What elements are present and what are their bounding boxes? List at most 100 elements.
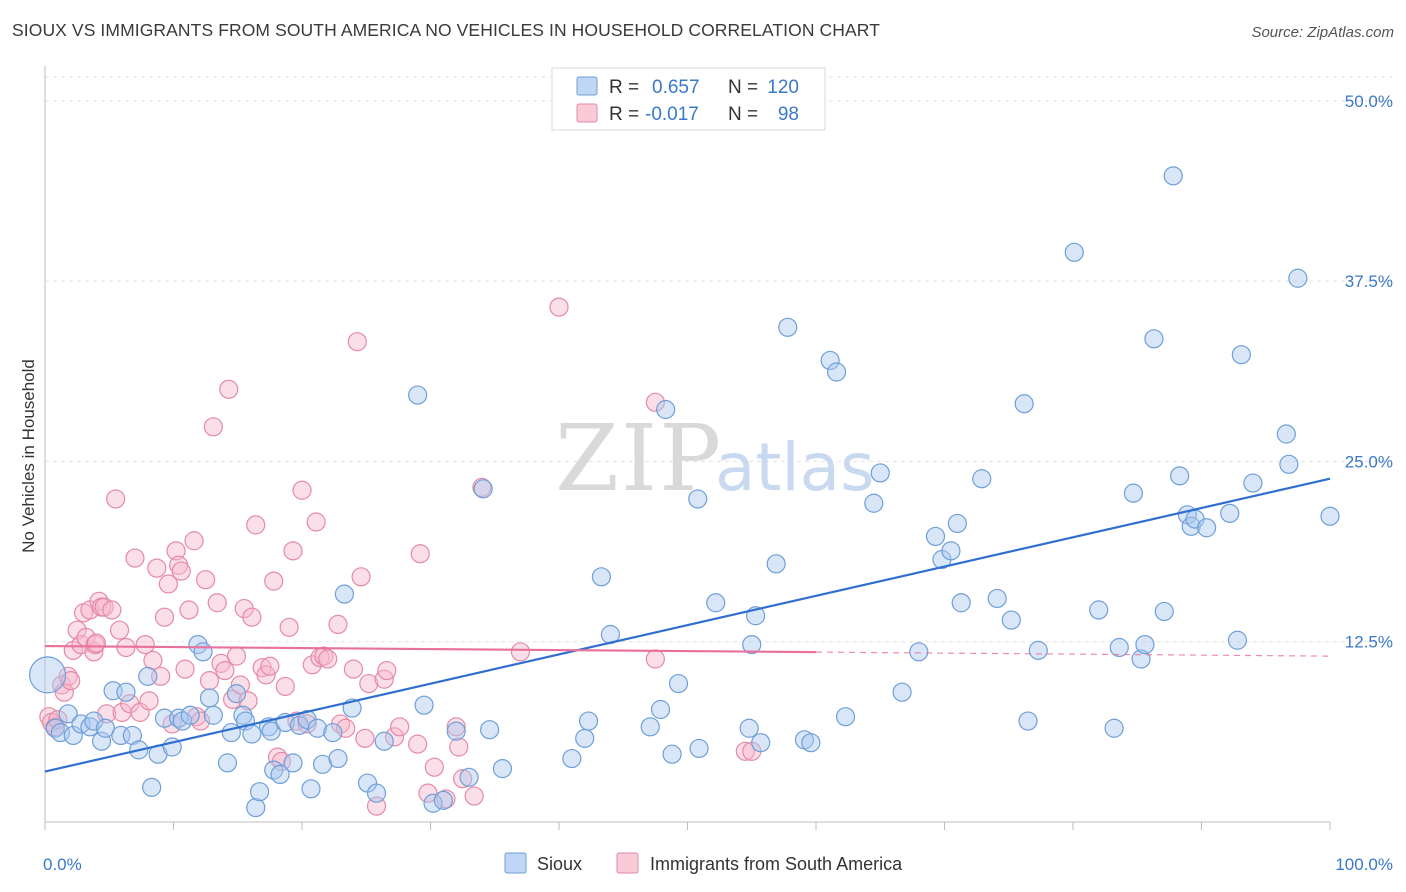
sioux-point-40 (283, 753, 303, 773)
sioux-point-70 (662, 744, 682, 764)
sioux-point-87 (870, 463, 890, 483)
sioux-point-111 (1170, 466, 1190, 486)
immigrants-point-84 (366, 796, 387, 816)
immigrants-point-41 (179, 600, 199, 620)
immigrants-point-51 (219, 379, 239, 399)
immigrants-point-45 (196, 570, 216, 590)
immigrants-point-90 (410, 544, 430, 564)
sioux-point-29 (226, 684, 247, 704)
bottom-legend-swatch-immigrants (616, 852, 639, 874)
immigrants-point-70 (297, 714, 317, 734)
legend-swatch-sioux (576, 76, 598, 96)
sioux-point-21 (172, 711, 193, 731)
immigrants-point-34 (154, 607, 175, 627)
legend-r-value-1: 0.657 (652, 77, 700, 98)
immigrants-point-89 (408, 734, 428, 754)
sioux-point-53 (408, 385, 428, 405)
immigrants-point-76 (328, 614, 348, 635)
immigrants-point-53 (226, 646, 247, 666)
sioux-point-107 (1135, 634, 1155, 655)
immigrants-point-95 (449, 737, 469, 757)
watermark-atlas: atlas (715, 429, 875, 506)
immigrants-point-69 (292, 480, 312, 500)
legend-swatch-immigrants (576, 103, 598, 123)
sioux-point-43 (301, 779, 321, 799)
immigrants-point-50 (215, 660, 235, 681)
immigrants-point-67 (283, 541, 303, 561)
sioux-point-117 (1227, 630, 1248, 650)
immigrants-point-48 (207, 593, 227, 613)
sioux-point-118 (1231, 345, 1251, 365)
sioux-point-52 (374, 731, 394, 751)
immigrants-point-46 (199, 671, 220, 691)
y-tick-label-0: 12.5% (1345, 633, 1393, 652)
x-tick-label-0: 0.0% (43, 855, 82, 874)
sioux-point-90 (925, 526, 946, 547)
sioux-point-75 (739, 718, 759, 738)
immigrants-trend-line-dashed (815, 651, 1331, 657)
sioux-point-71 (668, 673, 689, 694)
immigrants-point-80 (347, 332, 367, 352)
sioux-point-60 (480, 720, 500, 740)
legend-n-label-2: N = (728, 104, 758, 125)
sioux-point-83 (820, 350, 840, 371)
sioux-point-65 (591, 567, 612, 587)
sioux-point-104 (1109, 637, 1129, 658)
immigrants-point-62 (264, 571, 284, 591)
legend-n-value-1: 120 (767, 77, 799, 98)
sioux-point-120 (1276, 424, 1296, 444)
sioux-point-51 (366, 783, 387, 803)
sioux-point-54 (414, 695, 434, 715)
immigrants-point-35 (158, 574, 178, 594)
sioux-point-122 (1288, 268, 1308, 288)
sioux-point-34 (249, 782, 270, 802)
immigrants-point-21 (102, 600, 122, 620)
sioux-point-56 (433, 790, 453, 810)
immigrants-point-86 (377, 660, 397, 681)
legend-r-label-2: R = (609, 104, 639, 125)
watermark: ZIP atlas (555, 405, 875, 512)
trend-lines (44, 477, 1331, 773)
gridlines (45, 76, 1392, 643)
sioux-point-92 (941, 541, 961, 561)
sioux-point-73 (689, 738, 709, 759)
bottom-legend-label-sioux: Sioux (537, 854, 582, 874)
immigrants-point-88 (390, 717, 410, 737)
sioux-point-88 (892, 682, 912, 702)
sioux-point-72 (688, 489, 708, 509)
sioux-point-9 (95, 718, 115, 738)
sioux-point-85 (835, 707, 856, 727)
sioux-point-115 (1197, 518, 1217, 538)
sioux-point-123 (1320, 506, 1340, 526)
bottom-legend-swatch-sioux (504, 852, 527, 874)
immigrants-point-94 (446, 717, 466, 737)
immigrants-point-57 (242, 607, 262, 627)
immigrants-trend-line (44, 644, 817, 654)
sioux-point-116 (1220, 503, 1240, 523)
immigrants-point-66 (279, 617, 299, 637)
sioux-point-89 (909, 642, 929, 662)
sioux-point-96 (987, 588, 1007, 609)
sioux-point-103 (1104, 718, 1124, 738)
chart-source: Source: ZipAtlas.com (1251, 24, 1394, 41)
sioux-point-11 (111, 725, 131, 746)
x-tick-labels: 0.0% 100.0% (43, 855, 1393, 874)
series-sioux-points (28, 166, 1340, 818)
immigrants-point-61 (260, 656, 280, 676)
sioux-point-32 (242, 724, 262, 744)
sioux-point-74 (706, 593, 726, 613)
immigrants-point-47 (203, 417, 223, 437)
sioux-point-0 (28, 656, 67, 694)
sioux-point-36 (261, 721, 281, 741)
immigrants-point-27 (125, 548, 145, 568)
sioux-point-68 (650, 699, 671, 720)
chart-title: SIOUX VS IMMIGRANTS FROM SOUTH AMERICA N… (12, 20, 880, 40)
sioux-point-105 (1123, 483, 1143, 503)
bottom-legend-label-immigrants: Immigrants from South America (650, 854, 903, 874)
immigrants-point-65 (275, 676, 295, 697)
immigrants-point-100 (549, 297, 569, 317)
sioux-point-44 (307, 718, 328, 738)
immigrants-point-81 (351, 567, 371, 587)
sioux-point-79 (766, 554, 786, 574)
sioux-point-101 (1064, 242, 1084, 262)
